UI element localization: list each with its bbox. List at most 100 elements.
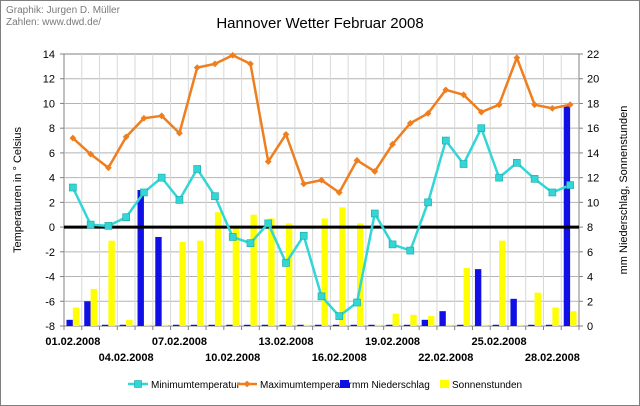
sunshine-bar bbox=[303, 324, 311, 326]
precip-bar bbox=[350, 324, 358, 326]
y-right-tick-label: 10 bbox=[587, 197, 599, 209]
legend-label: Sonnenstunden bbox=[452, 380, 522, 391]
sunshine-bar bbox=[214, 212, 222, 326]
legend-label: mm Niederschlag bbox=[352, 380, 430, 391]
min-temp-marker bbox=[353, 298, 361, 307]
precip-bar bbox=[279, 324, 286, 326]
y-right-tick-label: 4 bbox=[587, 272, 593, 284]
precip-bar bbox=[563, 105, 571, 326]
min-temp-marker bbox=[513, 159, 521, 167]
y-right-tick-label: 22 bbox=[587, 49, 599, 61]
y-left-tick-label: 6 bbox=[49, 148, 55, 160]
max-temp-marker bbox=[460, 91, 467, 99]
legend: Minimumtemperatur Maximumtemperatur mm Nie… bbox=[128, 380, 522, 391]
chart-title: Hannover Wetter Februar 2008 bbox=[216, 15, 423, 32]
y-left-tick-label: 14 bbox=[43, 49, 55, 61]
precip-bar bbox=[297, 324, 304, 326]
x-tick-label: 07.02.2008 bbox=[152, 336, 207, 348]
credit-text: Graphik: Jurgen D. Müller Zahlen: www.dw… bbox=[6, 5, 120, 29]
y-right-tick-label: 12 bbox=[587, 173, 599, 185]
min-temp-marker bbox=[193, 165, 201, 173]
max-temp-marker bbox=[176, 129, 183, 137]
max-temp-marker bbox=[424, 109, 432, 117]
max-temp-marker bbox=[229, 51, 237, 59]
precip-bar bbox=[102, 324, 109, 326]
y-left-tick-label: 10 bbox=[43, 98, 55, 110]
max-temp-marker bbox=[247, 60, 254, 68]
precip-bar bbox=[457, 324, 464, 326]
precip-bar bbox=[119, 324, 127, 326]
min-temp-marker bbox=[406, 246, 415, 255]
y-right-tick-label: 8 bbox=[587, 222, 593, 234]
max-temp-marker bbox=[318, 176, 325, 184]
max-temp-marker bbox=[300, 180, 308, 188]
sunshine-bar bbox=[410, 314, 417, 326]
sunshine-bar bbox=[197, 240, 204, 326]
min-temp-marker bbox=[424, 198, 432, 207]
max-temp-marker bbox=[158, 112, 166, 120]
min-temp-marker bbox=[317, 292, 326, 301]
sunshine-bar bbox=[516, 324, 524, 326]
x-tick-label: 28.02.2008 bbox=[525, 352, 580, 364]
min-temp-marker bbox=[442, 136, 450, 145]
max-temp-marker bbox=[406, 119, 414, 127]
sunshine-bar bbox=[374, 324, 382, 326]
max-temp-marker bbox=[105, 164, 112, 172]
min-temp-marker bbox=[370, 209, 379, 218]
min-temp-marker bbox=[175, 196, 184, 204]
min-temp-marker bbox=[459, 160, 468, 168]
precip-bar bbox=[66, 319, 73, 326]
precip-bar bbox=[84, 301, 91, 326]
precip-bar bbox=[315, 324, 322, 326]
precip-bar bbox=[173, 324, 180, 326]
sunshine-bar bbox=[428, 316, 435, 326]
sunshine-bar bbox=[108, 240, 115, 326]
credit-line-graphic: Graphik: Jurgen D. Müller bbox=[6, 5, 120, 16]
sunshine-bar bbox=[250, 214, 257, 326]
y-left-tick-label: 0 bbox=[49, 222, 55, 234]
sunshine-bar bbox=[534, 292, 541, 326]
min-temp-marker bbox=[140, 188, 148, 197]
precip-bar bbox=[528, 324, 535, 326]
max-temp-marker bbox=[371, 168, 379, 175]
precip-bar bbox=[226, 324, 233, 326]
max-temp-marker bbox=[193, 64, 201, 71]
max-temp-marker bbox=[264, 158, 272, 165]
x-tick-label: 19.02.2008 bbox=[365, 336, 420, 348]
y-left-tick-label: -2 bbox=[45, 247, 55, 259]
x-tick-label: 13.02.2008 bbox=[258, 336, 313, 348]
sunshine-bar bbox=[143, 324, 151, 326]
legend-marker bbox=[134, 380, 142, 388]
min-temp-marker bbox=[388, 240, 397, 249]
legend-bar-swatch bbox=[340, 380, 349, 388]
y-left-tick-label: 2 bbox=[49, 197, 55, 209]
bar-series bbox=[66, 105, 577, 326]
sunshine-bar bbox=[570, 311, 577, 326]
max-temp-marker bbox=[282, 130, 290, 138]
sunshine-bar bbox=[321, 218, 328, 326]
sunshine-bar bbox=[552, 307, 559, 326]
precip-bar bbox=[137, 190, 144, 326]
y-right-tick-label: 14 bbox=[587, 148, 599, 160]
sunshine-bar bbox=[268, 218, 275, 326]
precip-bar bbox=[439, 311, 446, 326]
y-right-tick-label: 20 bbox=[587, 74, 599, 86]
sunshine-bar bbox=[72, 307, 80, 326]
max-temp-marker bbox=[122, 133, 130, 141]
legend-marker bbox=[243, 380, 251, 388]
y-left-tick-label: 8 bbox=[49, 123, 55, 135]
min-temp-marker bbox=[495, 173, 503, 182]
precip-bar bbox=[368, 324, 375, 326]
precip-bar bbox=[403, 324, 411, 326]
sunshine-bar bbox=[232, 225, 240, 326]
y-right-tick-label: 0 bbox=[587, 321, 593, 333]
y-right-tick-label: 18 bbox=[587, 98, 599, 110]
x-tick-label: 22.02.2008 bbox=[418, 352, 473, 364]
sunshine-bar bbox=[339, 207, 346, 326]
y-axis-right-title: mm Niederschlag, Sonnenstunden bbox=[618, 106, 630, 275]
max-temp-marker bbox=[531, 101, 538, 109]
sunshine-bar bbox=[499, 240, 506, 326]
max-temp-marker bbox=[335, 189, 343, 196]
line-series bbox=[69, 51, 574, 320]
